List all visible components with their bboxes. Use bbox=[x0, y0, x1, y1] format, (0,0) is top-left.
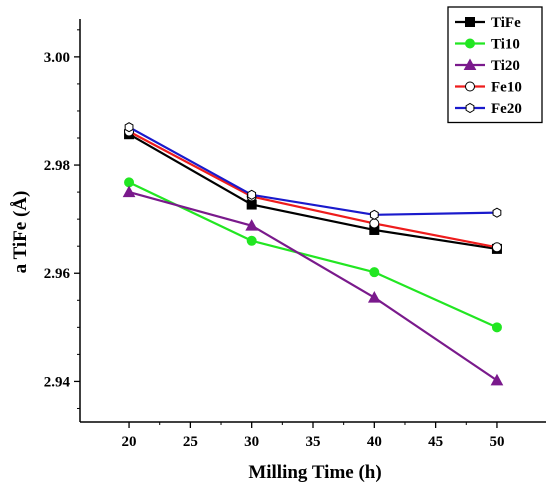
data-point-ti20 bbox=[122, 185, 136, 198]
data-point-ti10 bbox=[124, 177, 135, 188]
data-point-ti10 bbox=[369, 267, 380, 278]
y-tick-label: 2.98 bbox=[44, 158, 70, 174]
legend-marker-ti10 bbox=[465, 38, 475, 49]
x-tick-label: 45 bbox=[428, 434, 443, 450]
y-axis-title: a TiFe (Å) bbox=[10, 191, 31, 274]
x-tick-label: 30 bbox=[244, 434, 259, 450]
data-point-fe10 bbox=[369, 218, 380, 229]
data-point-ti20 bbox=[245, 219, 259, 231]
series-line-ti20 bbox=[128, 191, 498, 382]
data-point-fe20 bbox=[247, 189, 257, 200]
data-point-ti10 bbox=[246, 235, 257, 246]
series-ti20 bbox=[122, 185, 504, 386]
data-point-fe10 bbox=[491, 242, 502, 253]
legend-label-fe10: Fe10 bbox=[491, 80, 522, 96]
x-tick-label: 25 bbox=[183, 434, 198, 450]
data-point-fe20 bbox=[124, 122, 134, 133]
legend-marker-fe20 bbox=[465, 102, 475, 114]
data-point-fe20 bbox=[492, 207, 502, 218]
series-ti10 bbox=[124, 177, 502, 333]
x-tick-label: 50 bbox=[489, 434, 504, 450]
series-line-fe20 bbox=[128, 126, 497, 216]
legend-label-tife: TiFe bbox=[491, 15, 521, 31]
data-point-fe20 bbox=[369, 209, 379, 220]
series-line-fe10 bbox=[128, 130, 498, 249]
legend-marker-ti20 bbox=[463, 58, 477, 70]
legend-label-ti10: Ti10 bbox=[491, 37, 520, 53]
legend-label-ti20: Ti20 bbox=[491, 58, 520, 74]
series-line-tife bbox=[128, 133, 498, 250]
y-tick-label: 2.96 bbox=[44, 266, 71, 282]
data-point-ti10 bbox=[491, 322, 502, 333]
legend-label-fe20: Fe20 bbox=[491, 101, 522, 117]
legend-marker-fe10 bbox=[465, 81, 475, 92]
series-tife bbox=[124, 129, 502, 254]
data-point-ti20 bbox=[367, 291, 381, 303]
series-fe20 bbox=[124, 122, 502, 220]
x-tick-label: 40 bbox=[367, 434, 382, 450]
y-tick-label: 3.00 bbox=[44, 50, 70, 66]
y-tick-label: 2.94 bbox=[44, 374, 71, 390]
x-tick-label: 20 bbox=[122, 434, 137, 450]
data-point-ti20 bbox=[490, 373, 504, 386]
series-line-ti10 bbox=[128, 181, 498, 329]
legend: TiFe Ti10 Ti20 Fe10 Fe20 bbox=[447, 6, 543, 124]
series-fe10 bbox=[124, 126, 502, 253]
x-axis-title: Milling Time (h) bbox=[248, 462, 381, 483]
x-tick-label: 35 bbox=[306, 434, 321, 450]
legend-marker-tife bbox=[465, 17, 475, 27]
